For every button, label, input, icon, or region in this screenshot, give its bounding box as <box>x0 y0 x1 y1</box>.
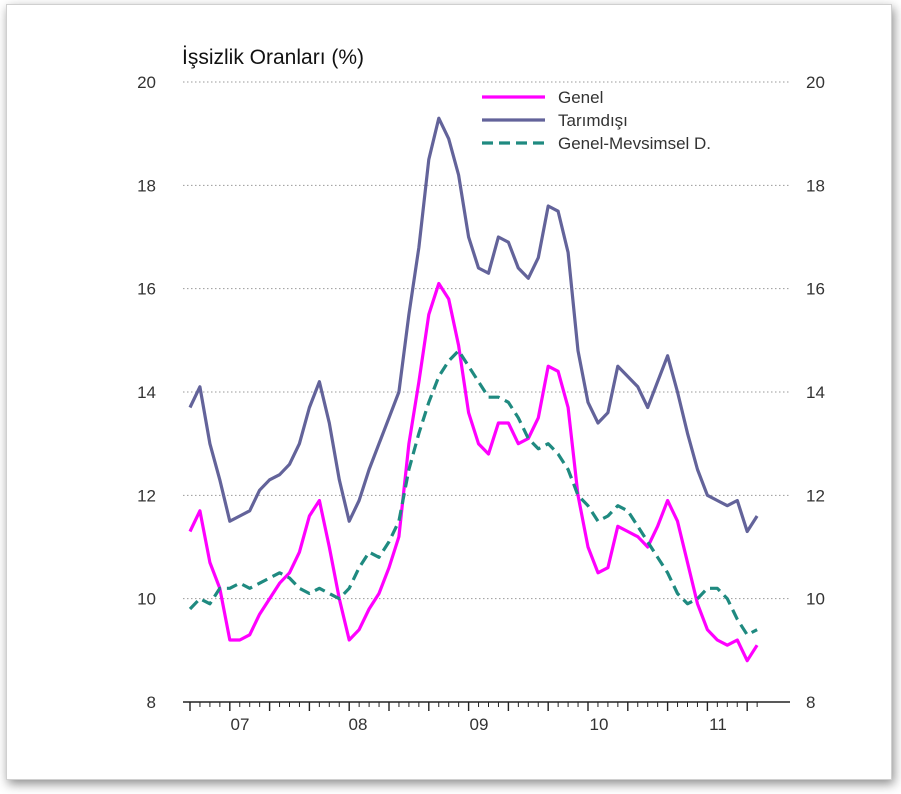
series-line-genel-mevsimsel-d- <box>188 349 758 637</box>
x-tick-label: 10 <box>590 715 609 734</box>
series-line-tarımdışı <box>188 116 759 534</box>
y-tick-label-right: 14 <box>806 383 825 402</box>
legend-label: Genel-Mevsimsel D. <box>558 134 711 153</box>
series-line-genel <box>188 281 759 663</box>
x-axis-tick-labels: 07 08 09 10 11 <box>231 715 727 734</box>
x-tick-label: 07 <box>231 715 250 734</box>
y-tick-label-left: 12 <box>137 486 156 505</box>
y-tick-label-left: 20 <box>137 73 156 92</box>
y-tick-label-right: 16 <box>806 280 825 299</box>
x-tick-label: 11 <box>709 715 727 734</box>
y-tick-label-left: 10 <box>137 590 156 609</box>
y-tick-label-left: 8 <box>147 693 156 712</box>
y-tick-label-right: 12 <box>806 486 825 505</box>
chart-title: İşsizlik Oranları (%) <box>182 46 364 69</box>
legend-label: Genel <box>558 88 603 107</box>
right-axis-tick-labels: 8 10 12 14 16 18 20 <box>806 73 825 712</box>
legend-label: Tarımdışı <box>558 111 628 130</box>
axes <box>183 701 790 711</box>
legend: Genel Tarımdışı Genel-Mevsimsel D. <box>482 88 711 153</box>
y-tick-label-right: 10 <box>806 590 825 609</box>
y-tick-label-left: 18 <box>137 176 156 195</box>
y-tick-label-right: 20 <box>806 73 825 92</box>
x-tick-label: 09 <box>470 715 489 734</box>
gridlines <box>183 81 790 600</box>
y-tick-label-left: 14 <box>137 383 156 402</box>
y-tick-label-right: 18 <box>806 176 825 195</box>
left-axis-tick-labels: 8 10 12 14 16 18 20 <box>137 73 156 712</box>
y-tick-label-left: 16 <box>137 280 156 299</box>
x-tick-label: 08 <box>349 715 368 734</box>
y-tick-label-right: 8 <box>806 693 815 712</box>
series-lines <box>188 116 759 663</box>
